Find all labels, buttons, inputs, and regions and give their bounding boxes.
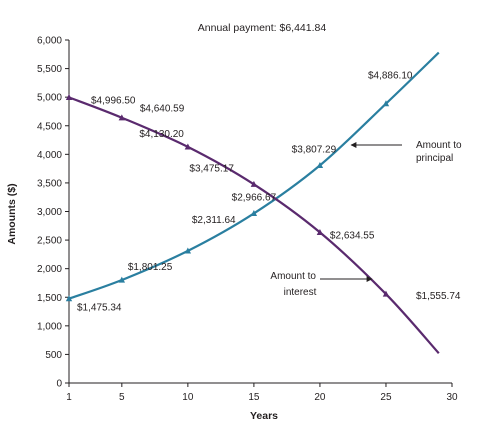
interest-point-marker	[382, 290, 390, 297]
interest-point-marker	[250, 180, 258, 187]
principal-point-marker	[382, 100, 390, 107]
principal-point-marker	[184, 247, 192, 254]
y-tick-label: 3,000	[37, 207, 62, 218]
y-tick-label: 2,000	[37, 264, 62, 275]
interest-data-label: $1,555.74	[416, 291, 461, 302]
principal-data-label: $4,886.10	[368, 71, 413, 82]
principal-data-label: $1,475.34	[77, 303, 122, 314]
y-tick-label: 0	[56, 379, 62, 390]
y-axis-title: Amounts ($)	[6, 183, 18, 244]
y-tick-label: 1,000	[37, 321, 62, 332]
principal-series-line	[68, 51, 440, 300]
y-tick-label: 1,500	[37, 293, 62, 304]
principal-annotation: Amount to principal	[350, 140, 462, 164]
x-axis-title: Years	[250, 410, 278, 422]
interest-annotation: Amount to interest	[270, 271, 373, 298]
interest-data-label: $2,634.55	[330, 230, 375, 241]
interest-point-marker	[118, 114, 126, 121]
y-tick-label: 500	[45, 350, 62, 361]
y-tick-label: 3,500	[37, 178, 62, 189]
axes: 0 500 1,000 1,500 2,000 2,500 3,000 3,500 4,000 4…	[37, 36, 458, 404]
interest-annotation-line-1: Amount to	[270, 271, 316, 282]
principal-point-marker	[118, 276, 126, 283]
principal-data-label: $3,807.29	[292, 144, 337, 155]
data-labels: $1,475.34 $1,801.25 $2,311.64 $2,966.67 $3,8…	[77, 71, 461, 314]
x-tick-label: 30	[446, 392, 458, 403]
interest-annotation-line-2: interest	[284, 287, 317, 298]
y-tick-label: 5,500	[37, 64, 62, 75]
interest-series-line	[68, 96, 440, 355]
interest-data-label: $4,640.59	[140, 104, 185, 115]
y-tick-label: 4,000	[37, 150, 62, 161]
y-tick-label: 5,000	[37, 93, 62, 104]
interest-data-label: $4,130.20	[139, 129, 184, 140]
y-tick-label: 6,000	[37, 36, 62, 47]
interest-point-marker	[184, 143, 192, 150]
principal-point-marker	[65, 295, 73, 302]
principal-point-marker	[250, 210, 258, 217]
y-tick-label: 2,500	[37, 236, 62, 247]
x-tick-label: 15	[248, 392, 260, 403]
interest-point-marker	[316, 228, 324, 235]
principal-annotation-line-2: principal	[416, 153, 453, 164]
principal-data-label: $2,311.64	[192, 215, 236, 226]
x-tick-label: 5	[119, 392, 125, 403]
y-tick-label: 4,500	[37, 121, 62, 132]
x-tick-label: 25	[380, 392, 392, 403]
principal-point-marker	[316, 161, 324, 168]
series-layer	[65, 51, 440, 355]
chart-title: Annual payment: $6,441.84	[198, 22, 327, 34]
interest-point-marker	[65, 93, 73, 100]
x-tick-label: 10	[182, 392, 194, 403]
principal-data-label: $2,966.67	[232, 192, 277, 203]
interest-data-label: $4,996.50	[91, 95, 136, 106]
principal-data-label: $1,801.25	[128, 262, 173, 273]
principal-annotation-line-1: Amount to	[416, 140, 462, 151]
x-tick-label: 1	[66, 392, 72, 403]
x-tick-label: 20	[314, 392, 326, 403]
interest-data-label: $3,475.17	[189, 163, 234, 174]
